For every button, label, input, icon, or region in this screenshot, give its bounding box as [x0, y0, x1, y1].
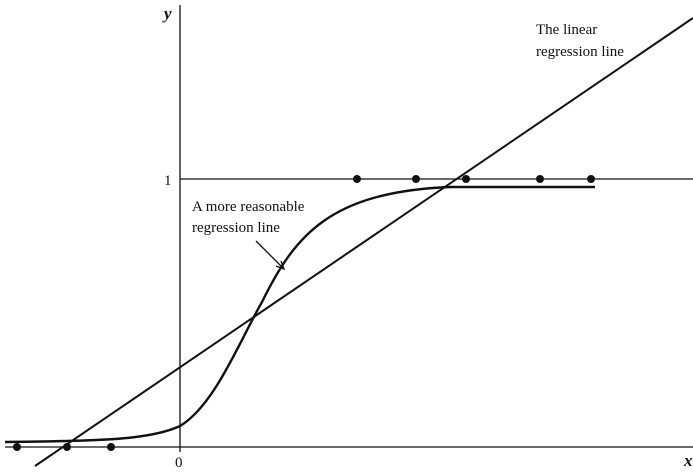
origin-label: 0	[175, 455, 183, 471]
x-label: x	[683, 451, 693, 470]
point	[63, 443, 71, 451]
point	[412, 175, 420, 183]
one-label: 1	[164, 173, 172, 189]
point	[536, 175, 544, 183]
point	[107, 443, 115, 451]
point	[587, 175, 595, 183]
point	[462, 175, 470, 183]
point	[353, 175, 361, 183]
arrow-head	[275, 260, 286, 271]
arrow	[255, 240, 284, 269]
y-label: y	[162, 4, 172, 23]
annotation: regression line	[536, 44, 624, 60]
annotation: The linear	[536, 22, 597, 38]
point	[13, 443, 21, 451]
annotation: A more reasonable	[192, 199, 305, 215]
sigmoid-regression-line	[4, 185, 595, 444]
annotation: regression line	[192, 220, 280, 236]
linear-regression-line	[34, 17, 693, 467]
points	[13, 175, 595, 451]
